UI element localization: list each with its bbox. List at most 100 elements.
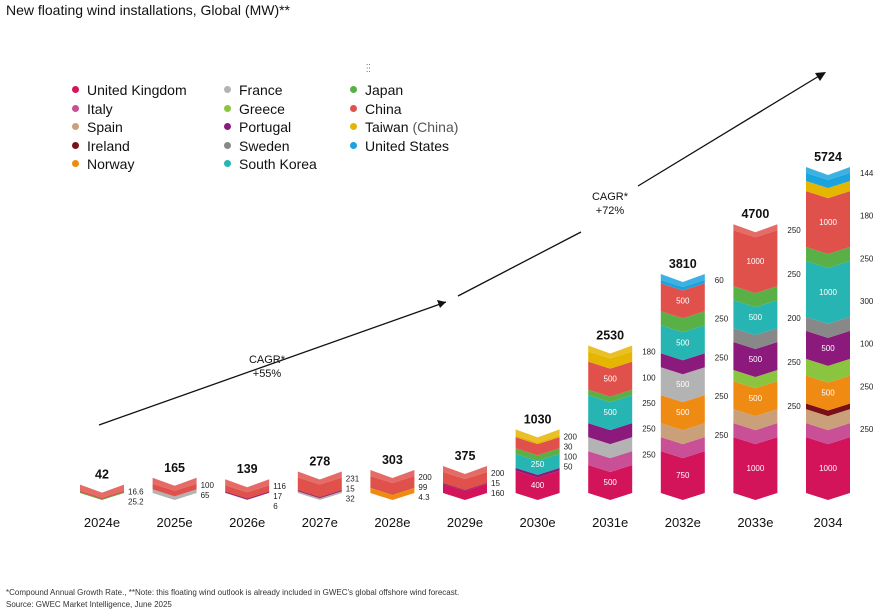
x-tick-label: 2033e: [737, 515, 773, 530]
bar-segment: [806, 260, 850, 324]
segment-side-label: 200: [787, 314, 801, 323]
legend-swatch: [72, 141, 79, 149]
legend-label: France: [239, 82, 283, 98]
segment-value-label: 500: [604, 478, 618, 487]
decorative-dots: ..::: [366, 58, 371, 74]
bar-total-label: 3810: [669, 257, 697, 271]
legend-swatch: [224, 86, 231, 93]
segment-value-label: 400: [531, 481, 545, 490]
bar-total-label: 165: [164, 461, 185, 475]
legend-item: Sweden: [224, 138, 290, 154]
segment-value-label: 1000: [819, 464, 837, 473]
x-tick-label: 2030e: [520, 515, 556, 530]
bar-segment: [297, 477, 342, 498]
bar-segment: [660, 280, 705, 291]
segment-value-label: 500: [676, 408, 690, 417]
bar-top-face: [660, 274, 705, 288]
segment-side-label: 250: [787, 358, 801, 367]
bar-segment: [515, 448, 560, 461]
legend-swatch: [350, 104, 357, 112]
segment-side-label: 25.2: [128, 498, 144, 507]
legend-label: United Kingdom: [87, 82, 187, 98]
cagr-arrow-2a: [457, 231, 582, 297]
bar-top-face: [225, 479, 270, 493]
segment-value-label: 750: [676, 471, 690, 480]
segment-value-label: 500: [749, 355, 763, 364]
segment-value-label: 1000: [819, 288, 837, 297]
bar-top-face: [806, 167, 850, 180]
segment-side-label: 250: [715, 353, 729, 362]
segment-side-label: 250: [642, 399, 656, 408]
bar-segment: [660, 311, 705, 333]
legend-item: China: [350, 101, 402, 117]
x-tick-label: 2027e: [302, 515, 338, 530]
cagr-arrow-1-head: [437, 300, 446, 308]
legend-item: Spain: [72, 119, 123, 135]
segment-side-label: 4.3: [418, 493, 430, 502]
source-note: Source: GWEC Market Intelligence, June 2…: [6, 600, 172, 609]
x-tick-label: 2031e: [592, 515, 628, 530]
segment-value-label: 500: [676, 380, 690, 389]
segment-value-label: 1000: [747, 464, 765, 473]
bar-segment: [733, 381, 778, 417]
bar-segment: [806, 247, 850, 268]
segment-side-label: 250: [787, 270, 801, 279]
legend-label: Portugal: [239, 119, 292, 135]
bar-segment: [660, 325, 705, 361]
x-tick-label: 2034: [814, 515, 843, 530]
bar-segment: [588, 361, 633, 397]
legend-item: Japan: [350, 82, 403, 98]
bar-segment: [806, 437, 850, 500]
bar-segment: [806, 181, 850, 199]
bar-segment: [588, 423, 633, 445]
bar-segment: [80, 490, 124, 500]
segment-value-label: 500: [676, 296, 690, 305]
legend-label-suffix: (China): [408, 119, 459, 135]
segment-side-label: 100: [860, 340, 874, 349]
segment-side-label: 100: [642, 373, 656, 382]
segment-side-label: 250: [715, 392, 729, 401]
bar-segment: [806, 423, 850, 445]
bar-segment: [733, 230, 778, 294]
bar-top-face: [443, 466, 487, 480]
cagr-value: +55%: [253, 368, 282, 380]
x-tick-label: 2025e: [157, 515, 193, 530]
segment-side-label: 160: [491, 489, 505, 498]
bar-segment: [297, 491, 342, 500]
segment-side-label: 200: [418, 473, 432, 482]
segment-value-label: 1000: [747, 257, 765, 266]
segment-value-label: 500: [821, 344, 835, 353]
segment-side-label: 250: [787, 226, 801, 235]
segment-side-label: 250: [860, 382, 874, 391]
legend-swatch: [72, 123, 79, 130]
segment-side-label: 250: [860, 254, 874, 263]
segment-side-label: 6: [273, 502, 278, 511]
bar-top-face: [80, 484, 124, 498]
bar-segment: [806, 375, 850, 411]
legend-swatch: [350, 123, 357, 130]
bar-segment: [660, 437, 705, 459]
bar-segment: [733, 437, 778, 500]
bar-segment: [733, 286, 778, 308]
x-tick-label: 2032e: [665, 515, 701, 530]
legend-label: Taiwan: [365, 119, 409, 135]
bar-segment: [588, 351, 633, 369]
bar-total-label: 278: [309, 454, 330, 468]
segment-value-label: 500: [604, 375, 618, 384]
bar-segment: [370, 487, 415, 500]
bar-segment: [806, 316, 850, 338]
bar-segment: [806, 358, 850, 383]
segment-side-label: 32: [346, 494, 355, 503]
bar-segment: [152, 489, 197, 500]
segment-value-label: 500: [821, 389, 835, 398]
legend-label: Japan: [365, 82, 404, 98]
segment-side-label: 15: [491, 479, 500, 488]
segment-side-label: 99: [418, 483, 427, 492]
cagr-arrow-2-head: [815, 72, 826, 81]
segment-side-label: 180: [642, 348, 656, 357]
bar-segment: [806, 173, 850, 189]
legend-item: Taiwan (China): [350, 119, 458, 135]
segment-side-label: 116: [273, 482, 286, 491]
bar-segment: [733, 423, 778, 445]
bar-segment: [225, 485, 270, 499]
